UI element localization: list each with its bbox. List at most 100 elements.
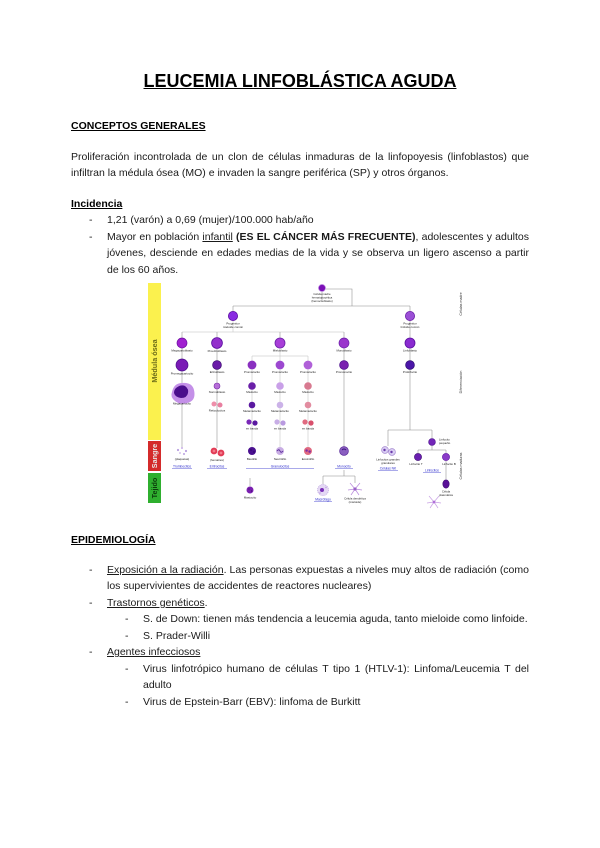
- svg-text:linfoide común: linfoide común: [401, 325, 420, 329]
- svg-text:Megacarioblasto: Megacarioblasto: [171, 349, 193, 353]
- band-tejido-label: Tejido: [150, 477, 159, 498]
- svg-text:pequeño: pequeño: [439, 441, 451, 445]
- svg-text:Mastocito: Mastocito: [244, 496, 257, 500]
- svg-text:Promielocito: Promielocito: [300, 370, 316, 374]
- list-item: - Virus de Epstein-Barr (EBV): linfoma d…: [107, 694, 529, 711]
- incidencia-bullet-2: Mayor en población infantil (ES EL CÁNCE…: [107, 230, 530, 276]
- cell-megacariocito: Megacariocito: [171, 382, 195, 406]
- svg-text:Linfocito B: Linfocito B: [442, 462, 456, 466]
- svg-text:Promielocito: Promielocito: [244, 370, 260, 374]
- svg-text:Linfocitos: Linfocitos: [425, 469, 439, 473]
- cell-reticulocitos: Reticulocitos: [209, 401, 226, 413]
- cell-eritrocitos: (hematíes) Eritrocitos: [207, 447, 227, 469]
- label-granulocitos: Granulocitos: [246, 465, 314, 469]
- svg-text:Prolinfocito: Prolinfocito: [403, 370, 418, 374]
- svg-text:Mielocito: Mielocito: [246, 390, 258, 394]
- hematopoiesis-diagram: Médula ósea Sangre Tejido Célula: [148, 280, 468, 510]
- svg-text:mieloide común: mieloide común: [223, 325, 244, 329]
- svg-text:(hematíes): (hematíes): [210, 458, 224, 462]
- svg-text:Neutrófilo: Neutrófilo: [274, 457, 287, 461]
- band-tejido: Tejido: [148, 473, 161, 503]
- list-item: - Exposición a la radiación. Las persona…: [71, 562, 529, 595]
- svg-text:Metamielocito: Metamielocito: [243, 409, 261, 413]
- list-item: - Virus linfotrópico humano de células T…: [107, 661, 529, 694]
- svg-text:Diferenciación: Diferenciación: [459, 371, 463, 394]
- svg-text:en banda: en banda: [246, 427, 258, 431]
- cell-eosinofilo: Eosinófilo: [302, 447, 315, 461]
- svg-text:Eritroblasto: Eritroblasto: [210, 370, 225, 374]
- list-item: - 1,21 (varón) a 0,69 (mujer)/100.000 ha…: [71, 212, 529, 229]
- svg-text:Linfocitos grandes: Linfocitos grandes: [376, 458, 400, 462]
- svg-text:Linfocito T: Linfocito T: [409, 462, 423, 466]
- svg-text:(plaquetas): (plaquetas): [175, 457, 189, 461]
- svg-text:Megacariocito: Megacariocito: [173, 402, 191, 406]
- list-item: - S. Prader-Willi: [107, 628, 529, 645]
- band-medula-osea: Médula ósea: [148, 283, 161, 440]
- svg-text:Progenitor: Progenitor: [226, 322, 239, 326]
- list-item: - Mayor en población infantil (ES EL CÁN…: [71, 229, 529, 279]
- svg-text:Célula dendrítica: Célula dendrítica: [344, 497, 366, 501]
- label-linfocitos: Linfocitos: [423, 469, 441, 473]
- svg-text:Promielocito: Promielocito: [272, 370, 288, 374]
- bullet-dash: -: [125, 629, 129, 642]
- cell-promonocito: Promonocito: [336, 360, 353, 374]
- cell-celula-madre: Célula madre hematopoyética (hemocitobla…: [311, 284, 333, 303]
- cells-metamielocitos: Metamielocito Metamielocito Metamielocit…: [243, 401, 317, 413]
- cells-mielocitos: Mielocito Mielocito Mielocito: [246, 382, 314, 394]
- cell-linfocito-t: Linfocito T: [409, 453, 423, 466]
- svg-text:Trombocitos: Trombocitos: [173, 465, 191, 469]
- bullet-dash: -: [89, 563, 93, 576]
- bullet-dash: -: [125, 613, 129, 625]
- svg-text:Granulocitos: Granulocitos: [271, 465, 290, 469]
- epi-bullet-geneticos: Trastornos genéticos.: [107, 596, 208, 609]
- svg-text:Promonocito: Promonocito: [336, 370, 353, 374]
- epi-bullet-infecciosos: Agentes infecciosos: [107, 646, 201, 658]
- svg-text:Progenitor: Progenitor: [403, 322, 416, 326]
- svg-text:Monocito: Monocito: [337, 465, 351, 469]
- list-item: - Trastornos genéticos. - S. de Down: ti…: [71, 595, 529, 645]
- svg-text:granulares: granulares: [381, 461, 395, 465]
- epi-sub-prader: S. Prader-Willi: [143, 629, 211, 642]
- svg-text:Eosinófilo: Eosinófilo: [302, 457, 315, 461]
- cell-macrofago: Macrófago: [314, 484, 332, 502]
- svg-text:Células NK: Células NK: [380, 467, 397, 471]
- bullet-dash: -: [89, 646, 93, 658]
- epi-sub-htlv: Virus linfotrópico humano de células T t…: [143, 662, 529, 692]
- side-annotations: Células madre Diferenciación Células mad…: [459, 292, 463, 479]
- heading-incidencia: Incidencia: [71, 197, 123, 210]
- svg-text:Célula madre: Célula madre: [313, 292, 331, 296]
- svg-text:(mieloide): (mieloide): [349, 500, 362, 504]
- bullet-dash: -: [125, 695, 129, 708]
- list-item: - Agentes infecciosos - Virus linfotrópi…: [71, 644, 529, 710]
- cell-normoblasto: Normoblasto: [209, 382, 226, 394]
- bullet-dash: -: [89, 214, 93, 226]
- heading-conceptos-generales: CONCEPTOS GENERALES: [71, 120, 206, 132]
- svg-text:plasmática: plasmática: [439, 493, 453, 497]
- cell-linfocito-b: Linfocito B: [442, 453, 456, 466]
- cell-monoblasto: Monoblasto: [337, 337, 352, 353]
- svg-text:en banda: en banda: [302, 427, 314, 431]
- svg-text:hematopoyética: hematopoyética: [312, 296, 333, 300]
- svg-text:Linfocito: Linfocito: [439, 438, 450, 442]
- svg-text:Célula: Célula: [442, 490, 451, 494]
- incidencia-bullet-1: 1,21 (varón) a 0,69 (mujer)/100.000 hab/…: [107, 214, 314, 226]
- svg-text:Mieloblasto: Mieloblasto: [273, 349, 288, 353]
- svg-text:Eritrocitos: Eritrocitos: [210, 465, 225, 469]
- epi-bullet-radiacion: Exposición a la radiación. Las personas …: [107, 563, 529, 593]
- cell-mastocito: Mastocito: [244, 486, 257, 500]
- svg-text:Reticulocitos: Reticulocitos: [209, 409, 226, 413]
- svg-text:Macrófago: Macrófago: [315, 498, 331, 502]
- cell-neutrofilo: Neutrófilo: [274, 447, 287, 461]
- hematopoiesis-svg: Médula ósea Sangre Tejido Célula: [148, 283, 463, 509]
- band-sangre: Sangre: [148, 441, 161, 471]
- cell-monocito: Monocito: [335, 446, 353, 469]
- bold-cancer-frecuente: (ES EL CÁNCER MÁS FRECUENTE): [236, 230, 416, 243]
- incidencia-list: - 1,21 (varón) a 0,69 (mujer)/100.000 ha…: [71, 212, 529, 278]
- cell-dendritica-mieloide: Célula dendrítica (mieloide): [344, 482, 366, 504]
- list-item: - S. de Down: tienen más tendencia a leu…: [107, 611, 529, 628]
- bullet-dash: -: [125, 662, 129, 675]
- svg-text:Basófilo: Basófilo: [247, 457, 258, 461]
- geneticos-sublist: - S. de Down: tienen más tendencia a leu…: [107, 611, 529, 644]
- svg-text:Normoblasto: Normoblasto: [209, 390, 226, 394]
- bullet-dash: -: [89, 230, 93, 243]
